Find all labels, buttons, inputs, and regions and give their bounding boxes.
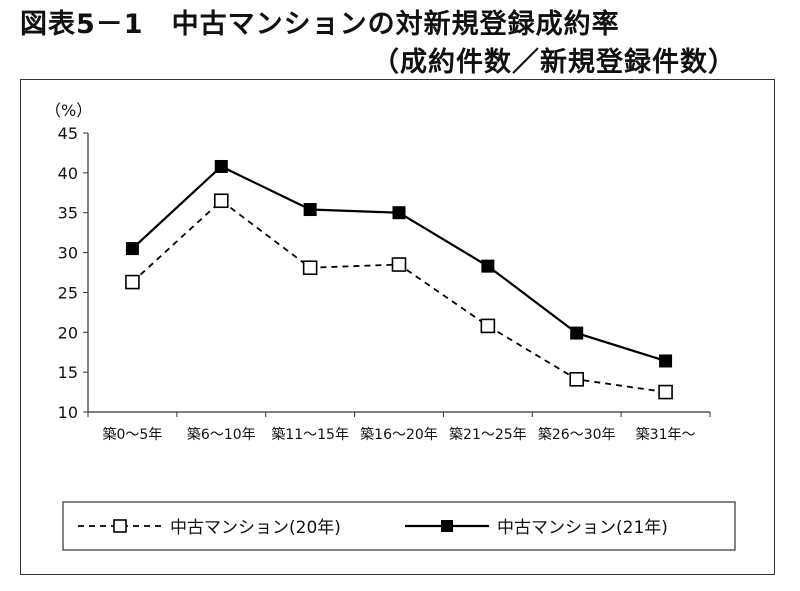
x-category-label: 築26～30年 [538, 427, 616, 443]
series-line [131, 199, 666, 393]
y-tick-label: 40 [58, 164, 78, 183]
x-category-label: 築0～5年 [103, 427, 163, 443]
data-point [481, 259, 495, 273]
y-tick-label: 15 [58, 363, 78, 382]
x-category-label: 築11～15年 [271, 427, 349, 443]
x-category-label: 築31年～ [636, 427, 696, 443]
x-category-labels: 築0～5年 築6～10年 築11～15年 築16～20年 築21～25年 築26～30年 築… [103, 427, 696, 443]
data-point [125, 274, 140, 290]
data-point [570, 326, 584, 340]
legend-marker [441, 520, 453, 532]
y-tick-label: 30 [58, 244, 78, 263]
x-category-label: 築6～10年 [187, 427, 256, 443]
series-group [125, 159, 673, 400]
data-point [302, 260, 318, 276]
y-axis-label: （%） [45, 101, 92, 120]
data-point [213, 193, 229, 209]
y-tick-label: 45 [58, 124, 78, 143]
data-point [659, 354, 673, 368]
data-point [125, 242, 139, 256]
data-point [658, 384, 673, 400]
series-2 [125, 159, 673, 368]
legend-box [62, 501, 736, 551]
axes [87, 133, 711, 417]
legend-marker [113, 519, 127, 533]
data-point [214, 159, 228, 173]
legend-label: 中古マンション(20年) [170, 518, 341, 538]
chart-title: 図表5－1 中古マンションの対新規登録成約率 [20, 9, 620, 40]
legend-label: 中古マンション(21年) [497, 518, 668, 538]
data-point [569, 372, 585, 387]
legend: 中古マンション(20年) 中古マンション(21年) [62, 501, 736, 551]
chart-subtitle: （成約件数／新規登録件数） [372, 47, 736, 78]
x-category-label: 築16～20年 [360, 427, 438, 443]
y-tick-label: 10 [58, 403, 78, 422]
y-tick-label: 20 [58, 323, 78, 342]
data-point [392, 206, 406, 220]
data-point [391, 257, 407, 272]
y-tick-label: 25 [58, 283, 78, 302]
chart-frame [20, 79, 775, 575]
y-tick-label: 35 [58, 204, 78, 223]
data-point [480, 318, 496, 334]
series-1 [125, 193, 673, 400]
x-category-label: 築21～25年 [449, 427, 527, 443]
data-point [303, 203, 317, 217]
y-ticks: 10 15 20 25 30 35 40 45 [58, 124, 88, 422]
